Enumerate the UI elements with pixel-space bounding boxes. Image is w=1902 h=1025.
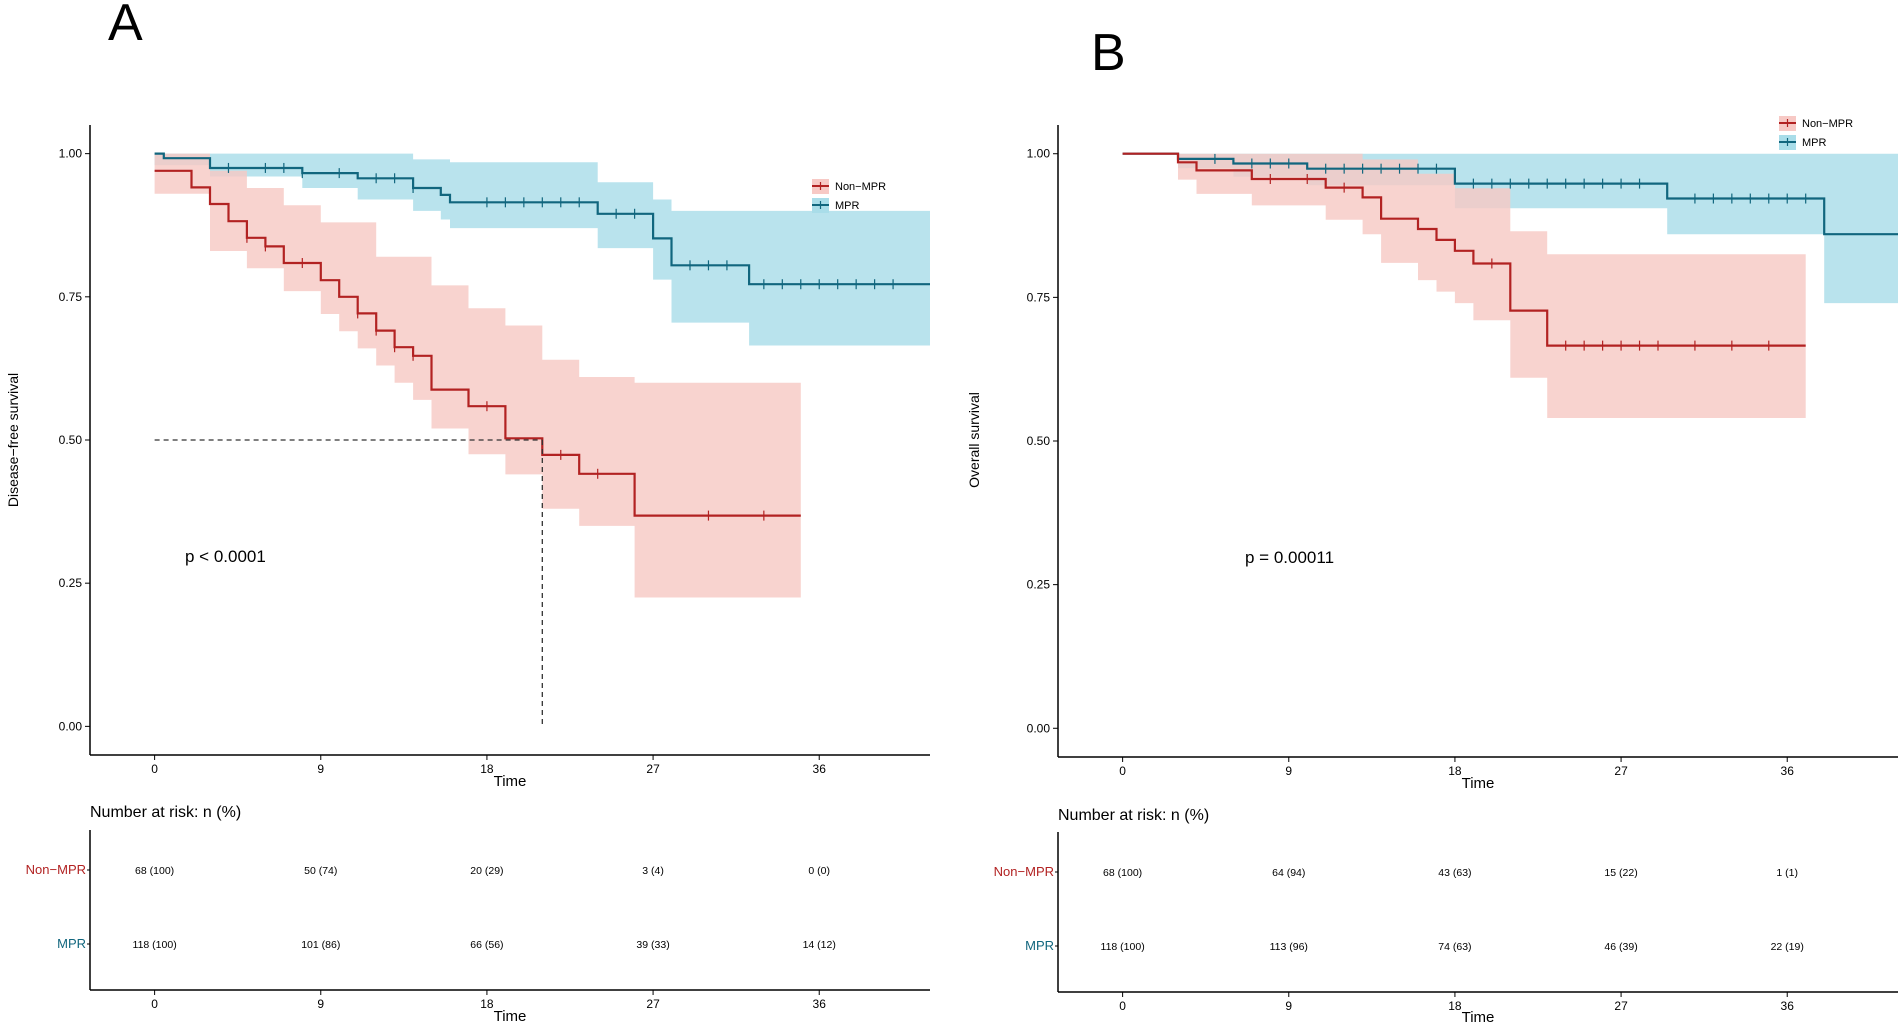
x-tick-label: 36 [1781,764,1795,778]
risk-x-tick-label: 18 [1448,999,1462,1013]
median-lines [154,439,543,727]
risk-rows: Non−MPR 68 (100) 64 (94) 43 (63) 15 (22) 1 (1… [994,864,1804,953]
risk-cell-non-mpr: 1 (1) [1776,867,1798,879]
risk-cell-mpr: 46 (39) [1604,941,1637,953]
x-tick-label: 9 [1285,764,1292,778]
censor-marks [1214,153,1807,351]
non-mpr-confidence-band [154,153,801,598]
y-ticks: 0.00 0.25 0.50 0.75 1.00 [1027,147,1058,735]
y-tick-label: 0.50 [59,433,83,447]
risk-cell-mpr: 14 (12) [803,939,836,951]
risk-x-tick-label: 36 [813,997,827,1011]
risk-cell-mpr: 39 (33) [636,939,669,951]
km-plot: 0.00 0.25 0.50 0.75 1.00 0 9 18 27 36 Disease−fr… [5,125,931,790]
risk-cell-non-mpr: 3 (4) [642,865,664,877]
legend-label-mpr: MPR [1802,137,1827,149]
risk-x-tick-label: 18 [480,997,494,1011]
panel-a: A 0.00 0.25 0.50 0.75 1.00 0 9 18 27 36 Disease−… [5,0,931,1025]
panel-letter: B [1091,24,1126,82]
legend: Non−MPR MPR [1779,116,1853,150]
risk-table-title: Number at risk: n (%) [90,804,241,821]
risk-cell-mpr: 113 (96) [1270,941,1308,953]
x-ticks: 0 9 18 27 36 [1119,757,1794,778]
risk-x-tick-label: 27 [1614,999,1628,1013]
risk-x-tick-label: 36 [1781,999,1795,1013]
km-plot: 0.00 0.25 0.50 0.75 1.00 0 9 18 27 36 Overall su… [966,116,1898,792]
confidence-bands [154,153,931,598]
y-tick-label: 0.25 [59,576,83,590]
x-tick-label: 0 [1119,764,1126,778]
risk-row-label-mpr: MPR [1025,938,1054,953]
risk-x-axis-label: Time [494,1008,527,1025]
risk-x-ticks: 0 9 18 27 36 [1119,992,1794,1013]
risk-cell-non-mpr: 68 (100) [135,865,174,877]
risk-cell-non-mpr: 43 (63) [1438,867,1471,879]
risk-cell-non-mpr: 15 (22) [1604,867,1637,879]
legend-label-non-mpr: Non−MPR [1802,118,1853,130]
survival-curves [154,152,930,517]
y-axis-label: Disease−free survival [5,373,21,507]
legend-label-mpr: MPR [835,200,860,212]
risk-x-axis-label: Time [1462,1009,1495,1025]
risk-cell-mpr: 118 (100) [133,939,177,951]
legend: Non−MPR MPR [812,179,886,213]
mpr-survival-curve [154,152,930,286]
y-tick-label: 0.25 [1027,578,1051,592]
risk-table-title: Number at risk: n (%) [1058,807,1209,824]
confidence-bands [1122,153,1898,418]
risk-x-tick-label: 9 [317,997,324,1011]
non-mpr-survival-curve [154,169,801,517]
y-tick-label: 1.00 [59,147,83,161]
risk-cell-non-mpr: 68 (100) [1103,867,1142,879]
censor-marks [227,162,894,521]
p-value: p = 0.00011 [1245,548,1334,567]
risk-table: Number at risk: n (%) Non−MPR 68 (100) 64 … [994,807,1898,1025]
risk-x-tick-label: 0 [151,997,158,1011]
mpr-confidence-band [154,153,931,346]
risk-x-tick-label: 0 [1119,999,1126,1013]
risk-row-label-mpr: MPR [57,936,86,951]
panel-letter: A [108,0,143,52]
risk-table: Number at risk: n (%) Non−MPR 68 (100) 50 … [26,804,930,1025]
risk-cell-mpr: 101 (86) [301,939,340,951]
y-tick-label: 0.50 [1027,434,1051,448]
y-tick-label: 0.00 [1027,721,1051,735]
risk-cell-non-mpr: 64 (94) [1272,867,1305,879]
mpr-confidence-band [1122,153,1898,304]
y-ticks: 0.00 0.25 0.50 0.75 1.00 [59,147,90,733]
y-tick-label: 0.75 [1027,290,1051,304]
x-axis-label: Time [1462,775,1495,792]
legend-label-non-mpr: Non−MPR [835,181,886,193]
risk-row-label-non-mpr: Non−MPR [26,862,86,877]
x-tick-label: 18 [480,762,494,776]
x-tick-label: 9 [317,762,324,776]
y-axis-label: Overall survival [966,392,982,488]
risk-cell-mpr: 74 (63) [1438,941,1471,953]
y-tick-label: 0.00 [59,719,83,733]
panel-b: B 0.00 0.25 0.50 0.75 1.00 0 9 18 27 36 Overall … [966,24,1898,1025]
risk-cell-mpr: 66 (56) [470,939,503,951]
x-tick-label: 0 [151,762,158,776]
x-tick-label: 18 [1448,764,1462,778]
risk-cell-mpr: 22 (19) [1771,941,1804,953]
risk-rows: Non−MPR 68 (100) 50 (74) 20 (29) 3 (4) 0 (0) M… [26,862,836,951]
y-tick-label: 1.00 [1027,147,1051,161]
risk-x-ticks: 0 9 18 27 36 [151,990,826,1011]
risk-cell-non-mpr: 50 (74) [304,865,337,877]
risk-x-tick-label: 27 [646,997,660,1011]
p-value: p < 0.0001 [185,547,266,566]
x-axis-label: Time [494,773,527,790]
x-tick-label: 27 [646,762,660,776]
non-mpr-confidence-band [1122,153,1806,418]
non-mpr-survival-curve [1122,152,1806,347]
risk-x-tick-label: 9 [1285,999,1292,1013]
x-tick-label: 36 [813,762,827,776]
risk-cell-non-mpr: 20 (29) [470,865,503,877]
x-ticks: 0 9 18 27 36 [151,755,826,776]
risk-cell-non-mpr: 0 (0) [808,865,830,877]
x-tick-label: 27 [1614,764,1628,778]
risk-cell-mpr: 118 (100) [1101,941,1145,953]
y-tick-label: 0.75 [59,290,83,304]
risk-row-label-non-mpr: Non−MPR [994,864,1054,879]
